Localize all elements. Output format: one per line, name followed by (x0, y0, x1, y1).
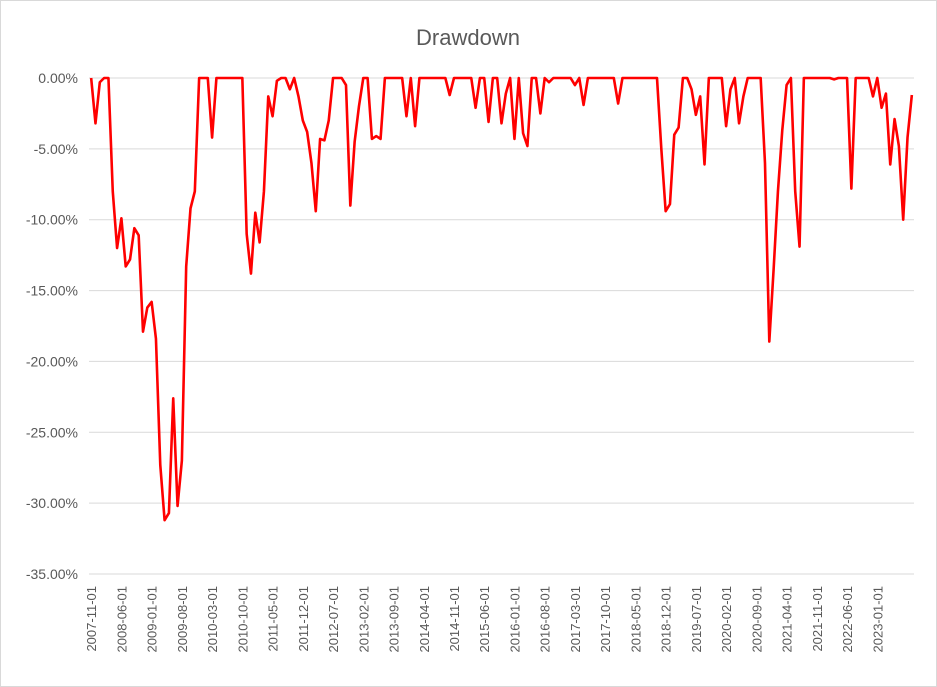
y-tick-label: -35.00% (26, 566, 78, 582)
x-tick-label: 2011-12-01 (296, 586, 311, 652)
x-tick-label: 2020-09-01 (749, 586, 764, 653)
x-tick-label: 2023-01-01 (870, 586, 885, 653)
x-tick-label: 2007-11-01 (84, 586, 99, 652)
x-tick-label: 2018-12-01 (659, 586, 674, 653)
x-tick-label: 2013-09-01 (387, 586, 402, 653)
x-tick-label: 2013-02-01 (356, 586, 371, 653)
x-tick-label: 2017-10-01 (598, 586, 613, 653)
y-tick-label: -30.00% (26, 495, 78, 511)
chart-title: Drawdown (416, 25, 520, 50)
x-tick-label: 2021-04-01 (780, 586, 795, 653)
x-tick-label: 2009-08-01 (175, 586, 190, 653)
y-tick-label: -15.00% (26, 283, 78, 299)
x-tick-label: 2020-02-01 (719, 586, 734, 653)
x-tick-label: 2014-11-01 (447, 586, 462, 652)
drawdown-series-line (89, 76, 914, 522)
y-tick-label: -25.00% (26, 424, 78, 440)
x-tick-label: 2018-05-01 (628, 586, 643, 653)
x-tick-label: 2008-06-01 (114, 586, 129, 653)
x-tick-label: 2016-08-01 (538, 586, 553, 653)
x-tick-label: 2019-07-01 (689, 586, 704, 653)
y-axis-ticks: 0.00% -5.00% -10.00% -15.00% -20.00% -25.00% -… (26, 70, 78, 582)
x-tick-label: 2011-05-01 (266, 586, 281, 652)
x-tick-label: 2021-11-01 (810, 586, 825, 652)
x-tick-label: 2009-01-01 (145, 586, 160, 653)
x-tick-label: 2014-04-01 (417, 586, 432, 653)
x-tick-label: 2010-03-01 (205, 586, 220, 653)
gridlines (89, 77, 914, 575)
series-layer (89, 76, 914, 522)
x-tick-label: 2015-06-01 (477, 586, 492, 653)
x-axis-ticks: 2007-11-01 2008-06-01 2009-01-01 2009-08-01… (84, 586, 885, 653)
x-tick-label: 2010-10-01 (235, 586, 250, 653)
x-tick-label: 2016-01-01 (507, 586, 522, 653)
y-tick-label: -5.00% (34, 141, 78, 157)
x-tick-label: 2022-06-01 (840, 586, 855, 653)
x-tick-label: 2012-07-01 (326, 586, 341, 653)
y-tick-label: -20.00% (26, 353, 78, 369)
y-tick-label: 0.00% (38, 70, 78, 86)
y-tick-label: -10.00% (26, 212, 78, 228)
x-tick-label: 2017-03-01 (568, 586, 583, 653)
